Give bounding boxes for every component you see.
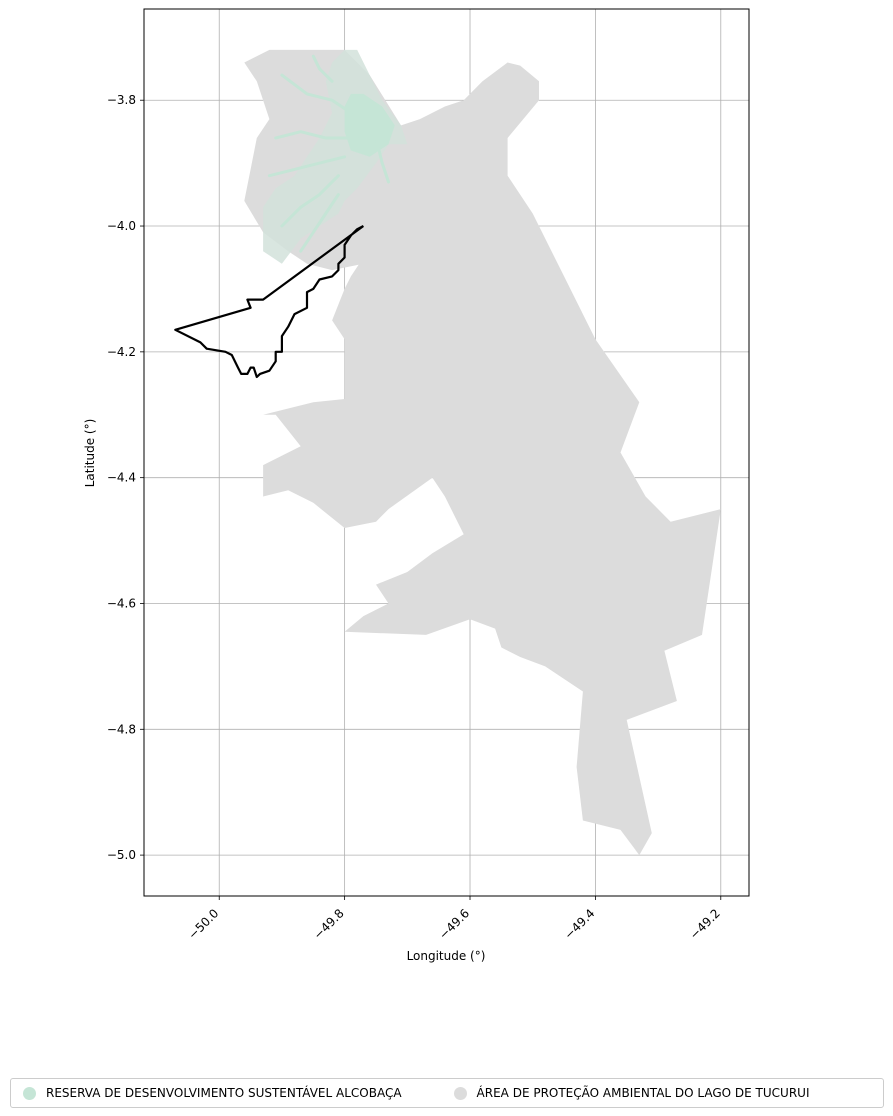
y-tick-label: −4.8 <box>107 722 136 736</box>
x-tick-label: −49.2 <box>687 906 723 942</box>
y-tick-label: −4.4 <box>107 471 136 485</box>
reserva-river-channel <box>280 73 353 115</box>
y-tick-label: −5.0 <box>107 848 136 862</box>
legend-swatch-reserva <box>23 1086 36 1100</box>
reserva-river-channel <box>311 54 334 83</box>
legend-label-apa: ÁREA DE PROTEÇÃO AMBIENTAL DO LAGO DE TU… <box>476 1086 810 1100</box>
y-tick-label: −4.6 <box>107 596 136 610</box>
reserva-alcobaca-lake <box>344 93 395 157</box>
x-tick-label: −49.8 <box>311 906 347 942</box>
x-tick-label: −50.0 <box>185 906 221 942</box>
plot-frame <box>143 8 750 897</box>
y-axis-label: Latitude (°) <box>83 419 97 488</box>
x-axis-label: Longitude (°) <box>407 949 486 963</box>
legend-item-apa: ÁREA DE PROTEÇÃO AMBIENTAL DO LAGO DE TU… <box>453 1086 810 1100</box>
reserva-river-channel <box>374 136 390 184</box>
reserva-river-channel <box>280 174 340 228</box>
x-tick-label: −49.4 <box>562 906 598 942</box>
map-shapes <box>174 49 721 856</box>
legend-label-reserva: RESERVA DE DESENVOLVIMENTO SUSTENTÁVEL A… <box>46 1086 402 1100</box>
reserva-river-channel <box>299 193 340 253</box>
y-tick-label: −4.0 <box>107 219 136 233</box>
legend: RESERVA DE DESENVOLVIMENTO SUSTENTÁVEL A… <box>10 1078 884 1108</box>
y-tick-label: −4.2 <box>107 345 136 359</box>
boundary-outline <box>174 225 365 379</box>
legend-item-reserva: RESERVA DE DESENVOLVIMENTO SUSTENTÁVEL A… <box>23 1086 402 1100</box>
reserva-river-channel <box>274 130 359 140</box>
reserva-river-channel <box>267 155 347 178</box>
x-tick-label: −49.6 <box>436 906 472 942</box>
apa-tucurui-area <box>244 49 721 856</box>
legend-swatch-apa <box>453 1086 467 1100</box>
y-tick-label: −3.8 <box>107 93 136 107</box>
